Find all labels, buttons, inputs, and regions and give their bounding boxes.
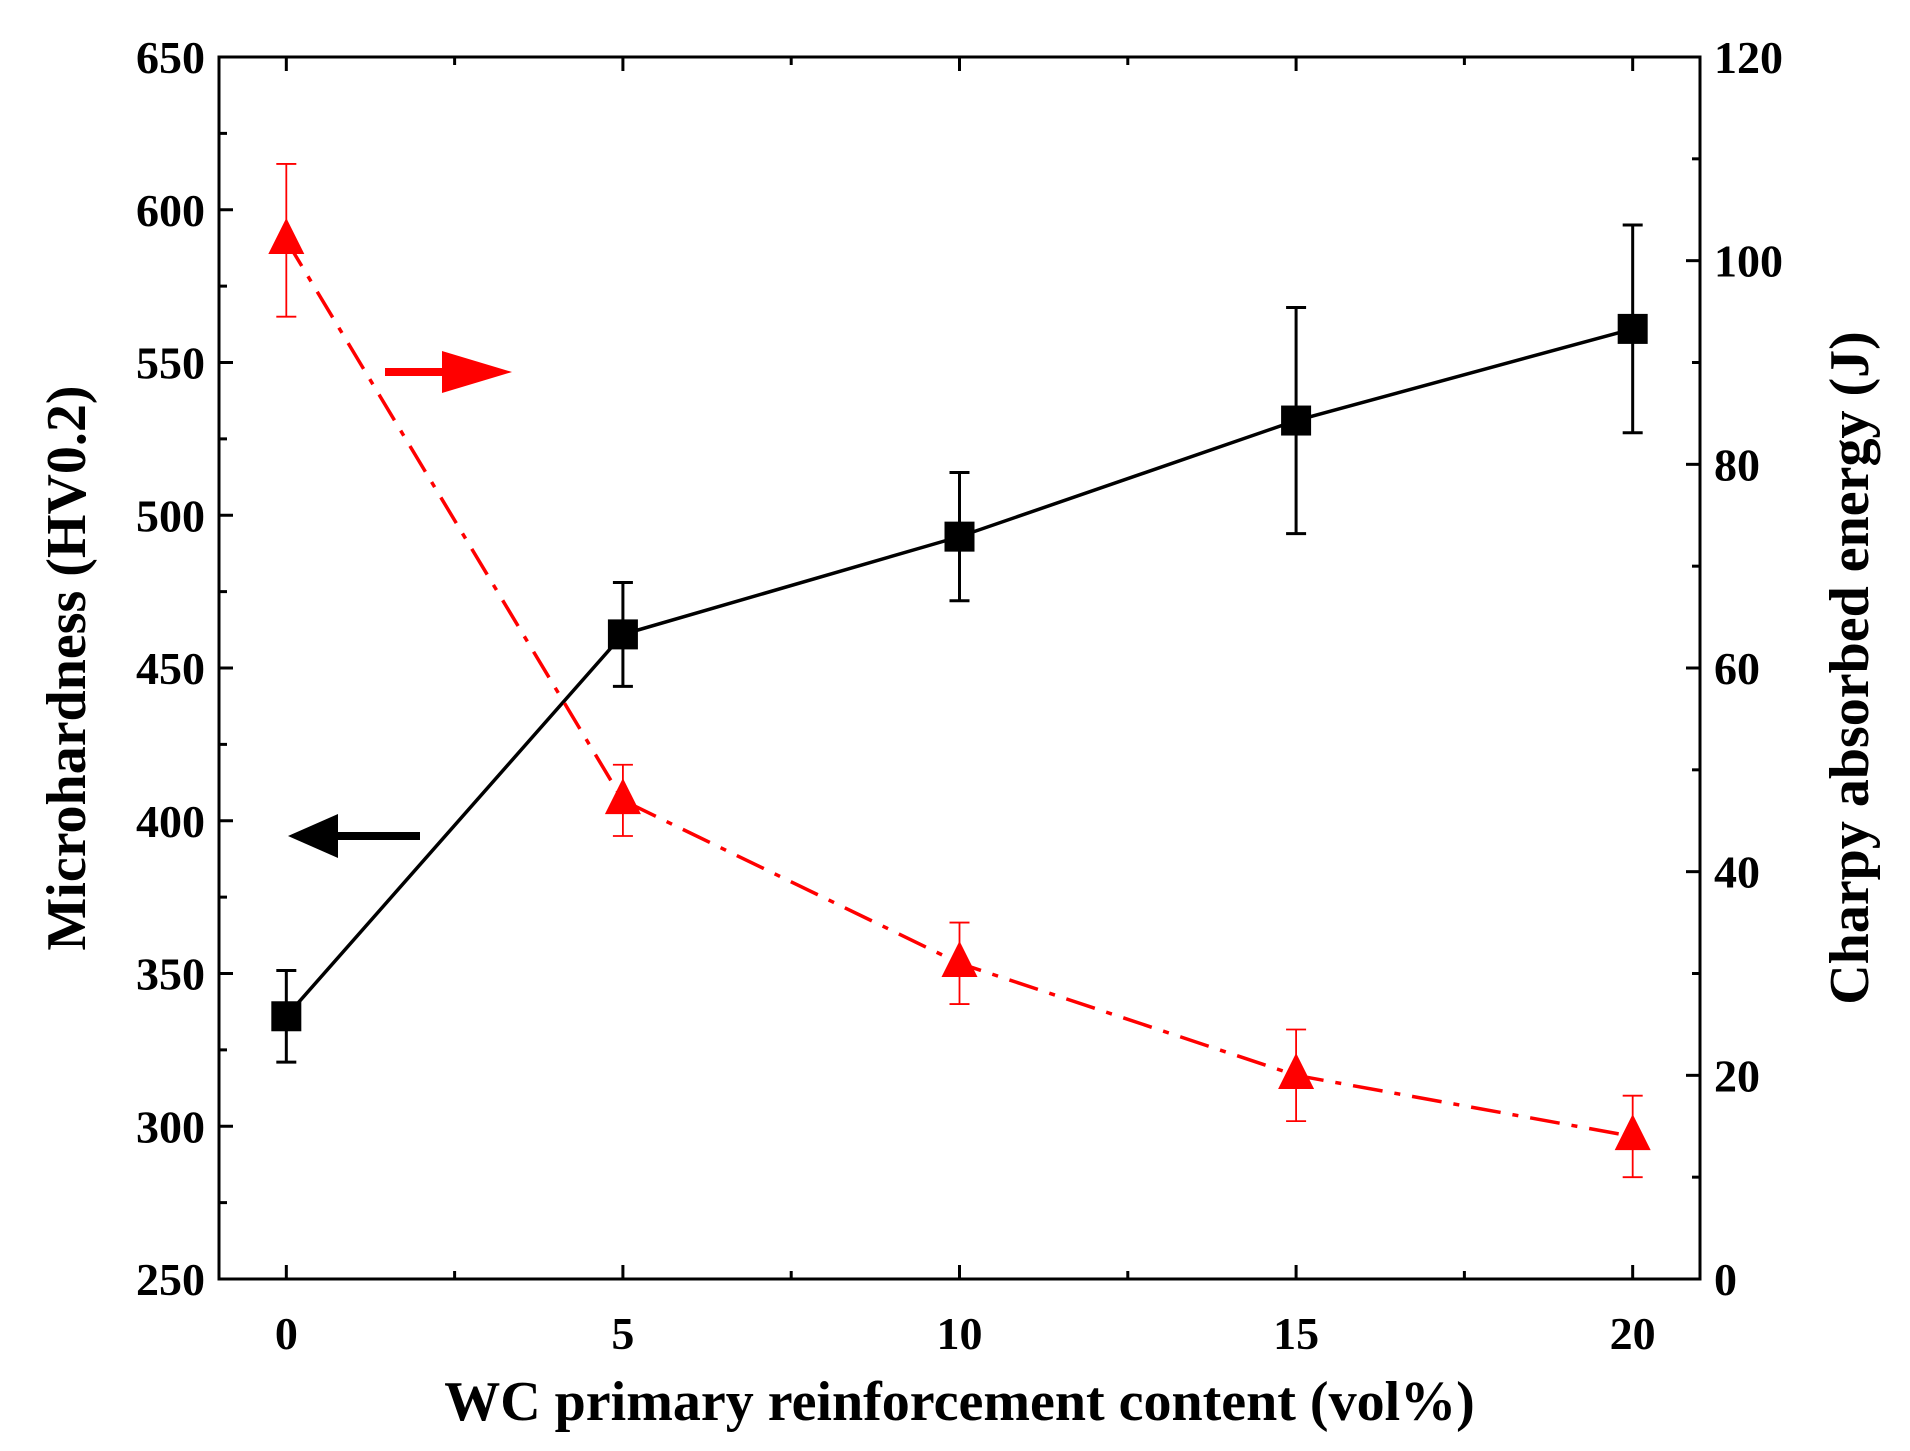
data-point-square bbox=[1617, 313, 1648, 344]
plot-frame bbox=[217, 55, 1702, 1281]
data-point-square bbox=[944, 521, 975, 552]
right-axis-arrow-head bbox=[442, 351, 512, 393]
y-left-tick-label: 300 bbox=[136, 1101, 205, 1152]
y-right-tick-label: 0 bbox=[1714, 1254, 1737, 1305]
y-left-axis-title: Microhardness (HV0.2) bbox=[36, 385, 98, 950]
series-layer bbox=[268, 163, 1651, 1179]
y-right-axis-title: Charpy absorbed energy (J) bbox=[1819, 331, 1881, 1005]
y-left-tick-label: 400 bbox=[136, 796, 205, 847]
x-axis-title: WC primary reinforcement content (vol%) bbox=[444, 1371, 1475, 1433]
y-right-tick-label: 60 bbox=[1714, 643, 1760, 694]
data-point-triangle bbox=[1278, 1053, 1315, 1090]
axes-layer bbox=[217, 55, 1702, 1281]
data-point-triangle bbox=[1614, 1114, 1651, 1151]
y-left-tick-label: 450 bbox=[136, 643, 205, 694]
x-tick-label: 10 bbox=[937, 1308, 983, 1359]
y-left-tick-label: 650 bbox=[136, 32, 205, 83]
y-left-tick-label: 600 bbox=[136, 185, 205, 236]
y-right-tick-label: 20 bbox=[1714, 1050, 1760, 1101]
x-tick-label: 5 bbox=[611, 1308, 634, 1359]
y-left-tick-label: 250 bbox=[136, 1254, 205, 1305]
y-right-tick-label: 80 bbox=[1714, 439, 1760, 490]
y-left-tick-label: 550 bbox=[136, 338, 205, 389]
data-point-square bbox=[607, 619, 638, 650]
y-right-tick-label: 120 bbox=[1714, 32, 1783, 83]
data-point-triangle bbox=[604, 778, 641, 815]
y-left-tick-label: 350 bbox=[136, 949, 205, 1000]
x-tick-label: 0 bbox=[275, 1308, 298, 1359]
x-tick-label: 20 bbox=[1610, 1308, 1656, 1359]
y-right-tick-label: 40 bbox=[1714, 847, 1760, 898]
data-point-triangle bbox=[268, 217, 305, 254]
x-tick-label: 15 bbox=[1273, 1308, 1319, 1359]
left-axis-arrow-head bbox=[288, 814, 338, 858]
data-point-square bbox=[1281, 405, 1312, 436]
series-line-1 bbox=[285, 327, 1634, 1018]
y-left-tick-label: 500 bbox=[136, 490, 205, 541]
data-point-triangle bbox=[941, 940, 978, 977]
data-point-square bbox=[271, 1001, 302, 1032]
label-layer: 0 5 10 15 20 250 300 350 400 450 500 550 600 650 0 20 40… bbox=[36, 32, 1881, 1433]
y-right-tick-label: 100 bbox=[1714, 236, 1783, 287]
